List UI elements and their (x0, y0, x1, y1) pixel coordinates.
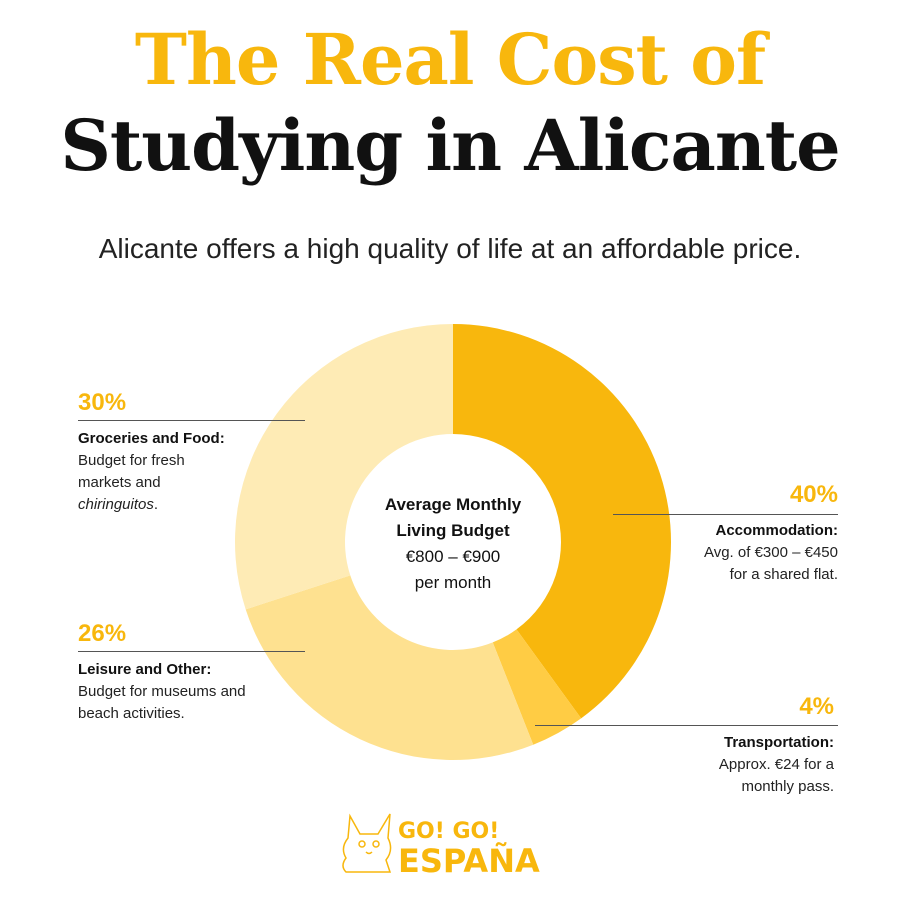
donut-slice-transportation (492, 629, 582, 745)
head-accommodation: Accommodation: (715, 522, 838, 539)
label-leisure: 26% Leisure and Other: Budget for museum… (78, 619, 246, 725)
desc-groceries-suffix: . (153, 496, 159, 513)
center-line-2: Living Budget (396, 521, 510, 540)
leader-line-groceries (78, 420, 305, 421)
pct-groceries: 30% (78, 389, 127, 416)
donut-center-text: Average Monthly Living Budget €800 – €90… (353, 492, 553, 596)
head-transport: Transportation: (723, 734, 834, 751)
title-line-1: The Real Cost of (134, 18, 766, 101)
center-line-3: €800 – €900 (405, 547, 501, 566)
leader-line-leisure (78, 651, 305, 652)
head-groceries: Groceries and Food: (78, 430, 225, 447)
donut-slice-groceries-and-food (234, 324, 453, 610)
label-accommodation: 40% Accommodation: Avg. of €300 – €450 f… (704, 480, 838, 586)
pct-accommodation: 40% (789, 481, 838, 508)
desc-accommodation-1: Avg. of €300 – €450 (703, 544, 838, 561)
donut-slice-leisure-and-other (245, 575, 534, 760)
logo-line-1: GO! GO! (398, 819, 499, 844)
label-groceries: 30% Groceries and Food: Budget for fresh… (78, 388, 225, 516)
subtitle: Alicante offers a high quality of life a… (98, 233, 802, 264)
leader-line-transport (535, 725, 838, 726)
center-line-4: per month (414, 573, 492, 592)
pct-leisure: 26% (78, 620, 127, 647)
pct-transport: 4% (799, 693, 834, 720)
logo: GO! GO! ESPAÑA (338, 808, 568, 883)
lynx-logo-icon: GO! GO! ESPAÑA (342, 813, 540, 880)
desc-leisure-1: Budget for museums and (78, 683, 246, 700)
title-line-2: Studying in Alicante (60, 104, 840, 187)
desc-transport-2: monthly pass. (741, 778, 834, 795)
center-line-1: Average Monthly (384, 495, 522, 514)
desc-groceries-1: Budget for fresh (78, 452, 185, 469)
desc-accommodation-2: for a shared flat. (729, 566, 838, 583)
donut-slice-accommodation (453, 324, 672, 719)
desc-leisure-2: beach activities. (78, 705, 185, 722)
desc-groceries-italic: chiringuitos (78, 496, 154, 513)
desc-transport-1: Approx. €24 for a (718, 756, 834, 773)
desc-groceries-3: chiringuitos. (78, 494, 225, 516)
desc-groceries-2: markets and (78, 474, 161, 491)
logo-line-2: ESPAÑA (398, 842, 540, 878)
head-leisure: Leisure and Other: (78, 661, 212, 678)
leader-line-accommodation (613, 514, 838, 515)
label-transport: 4% Transportation: Approx. €24 for a mon… (719, 692, 834, 798)
